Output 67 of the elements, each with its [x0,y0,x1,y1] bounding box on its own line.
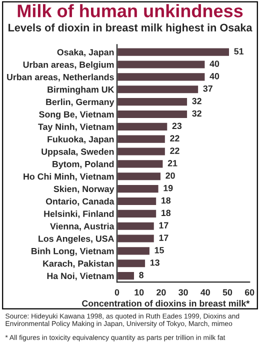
bar [117,134,166,144]
bar [117,208,158,219]
bar [117,220,156,232]
y-tick-label: Berlin, Germany [46,98,114,107]
x-axis-title: Concentration of dioxins in breast milk* [82,300,250,307]
bar [117,84,200,95]
bar [117,158,164,170]
y-tick-label: Binh Long, Vietnam [32,248,114,256]
data-label: 40 [210,73,220,80]
data-label: 17 [159,234,168,241]
x-tick-label: 30 [178,289,188,296]
data-label: 22 [170,148,180,154]
bar [117,233,156,244]
bar [117,270,136,281]
data-label: 32 [192,110,202,117]
data-label: 51 [234,48,244,54]
data-label: 13 [150,259,160,266]
bar [117,146,166,157]
data-label: 40 [210,60,220,67]
y-tick-label: Ho Chi Minh, Vietnam [24,173,114,181]
data-label: 22 [170,135,180,142]
y-tick-label: Tay Ninh, Vietnam [38,123,114,132]
y-tick-label: Ontario, Canada [46,198,114,206]
y-tick-label: Karach, Pakistan [43,260,114,268]
y-tick-label: Bytom, Poland [52,160,114,170]
bar [117,59,206,70]
y-tick-label: Ha Noi, Vietnam [47,272,114,280]
bar [117,46,230,58]
data-label: 18 [162,197,171,204]
data-label: 18 [162,210,171,216]
data-label: 32 [192,98,202,104]
bar [117,171,162,182]
y-tick-label: Uppsala, Sweden [42,148,114,157]
y-tick-label: Birmingham UK [48,86,114,94]
y-tick-label: Skien, Norway [54,186,114,194]
bar [117,184,160,194]
x-tick-label: 0 [114,289,120,296]
data-label: 8 [139,272,144,278]
x-tick-label: 50 [222,289,232,296]
x-tick-label: 40 [200,289,210,296]
data-label: 20 [166,172,175,179]
y-tick-label: Song Be, Vietnam [39,111,114,120]
chart-subtitle: Levels of dioxin in breast milk highest in Osaka [8,23,252,34]
bar [117,109,188,120]
bar [117,196,158,206]
data-label: 37 [203,85,212,92]
bar [117,96,188,107]
chart-title: Milk of human unkindness [18,4,243,18]
bar [117,121,169,132]
data-label: 21 [168,160,178,166]
y-tick-label: Osaka, Japan [57,48,114,58]
x-tick-label: 20 [156,289,166,296]
data-label: 15 [154,247,164,254]
y-tick-label: Helsinki, Finland [44,210,114,218]
y-tick-label: Vienna, Austria [50,222,114,231]
y-tick-label: Los Angeles, USA [38,235,114,244]
data-label: 23 [172,122,182,130]
data-label: 17 [159,222,168,228]
bar [117,258,146,269]
bar [117,72,206,82]
data-label: 19 [164,184,173,192]
x-tick-label: 60 [244,289,254,296]
x-tick-label: 10 [134,289,144,296]
y-tick-label: Urban areas, Netherlands [7,74,114,82]
y-tick-label: Urban areas, Belgium [23,61,114,70]
bar [117,246,151,256]
y-tick-label: Fukuoka, Japan [48,136,114,144]
